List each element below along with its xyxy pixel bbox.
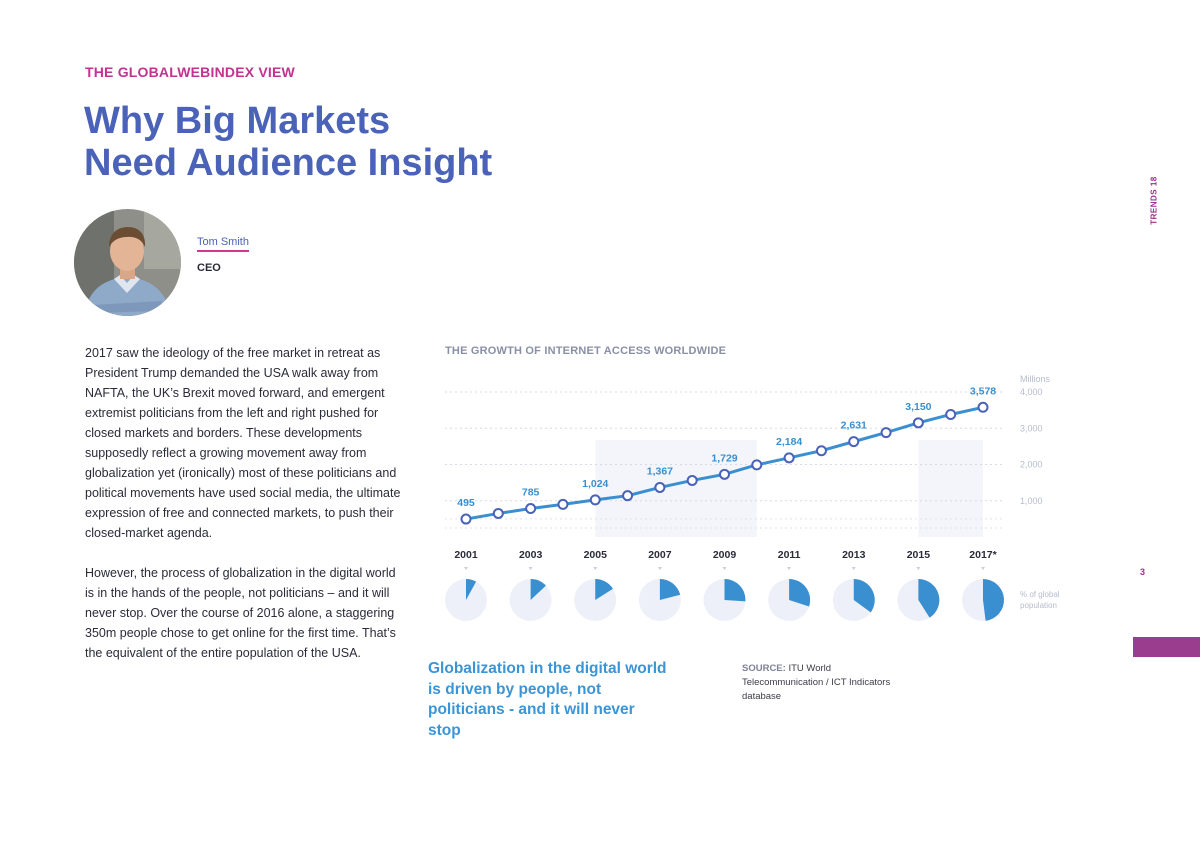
chart-pie-slice: [530, 579, 546, 600]
article-paragraph: 2017 saw the ideology of the free market…: [85, 346, 401, 540]
chart-pie-slice: [659, 579, 681, 600]
chart-x-tick-label: 2007: [648, 549, 672, 561]
chart-data-point: [686, 474, 698, 486]
chart-data-point: [654, 481, 666, 493]
chart-x-tick-marker: [722, 567, 727, 570]
author-name-link[interactable]: Tom Smith: [197, 236, 249, 252]
chart-data-label: 495: [457, 497, 475, 509]
chart-y-tick-label: 1,000: [1020, 496, 1043, 506]
side-tab-marker: [1133, 637, 1200, 657]
page-title-line-2: Need Audience Insight: [84, 142, 493, 184]
chart-x-tick-label: 2003: [519, 549, 543, 561]
chart-data-point: [977, 401, 989, 413]
chart-data-label: 1,367: [647, 465, 673, 477]
chart-data-point: [880, 427, 892, 439]
chart-data-point: [912, 417, 924, 429]
pie-legend: % of global population: [1020, 590, 1060, 610]
section-eyebrow: THE GLOBALWEBINDEX VIEW: [85, 64, 295, 80]
source-note: SOURCE: ITU World Telecommunication / IC…: [742, 662, 902, 704]
chart-data-point: [589, 494, 601, 506]
chart-x-tick-marker: [593, 567, 598, 570]
chart-x-tick-marker: [916, 567, 921, 570]
chart-pie-slice: [466, 579, 477, 600]
chart-title: THE GROWTH OF INTERNET ACCESS WORLDWIDE: [445, 345, 727, 357]
chart-y-tick-label: 3,000: [1020, 423, 1043, 433]
chart-x-tick-label: 2011: [778, 549, 801, 561]
chart-data-point: [815, 445, 827, 457]
chart-data-point: [492, 507, 504, 519]
page-number: 3: [1140, 567, 1146, 577]
chart-x-tick-marker: [851, 567, 856, 570]
chart-x-tick-label: 2005: [584, 549, 608, 561]
chart-data-point: [783, 452, 795, 464]
page-title-line-1: Why Big Markets: [84, 100, 391, 142]
chart-data-label: 3,150: [905, 401, 931, 413]
chart-x-tick-marker: [657, 567, 662, 570]
chart-unit-label: Millions: [1020, 374, 1051, 384]
article-body: 2017 saw the ideology of the free market…: [85, 343, 405, 683]
chart-x-tick-marker: [787, 567, 792, 570]
chart-data-point: [622, 490, 634, 502]
chart-shaded-band: [595, 440, 757, 537]
chart-data-label: 1,729: [711, 452, 737, 464]
chart-y-tick-label: 2,000: [1020, 460, 1043, 470]
chart-data-label: 2,631: [841, 420, 867, 432]
chart-y-tick-label: 4,000: [1020, 387, 1043, 397]
chart-data-point: [460, 513, 472, 525]
chart-x-tick-marker: [528, 567, 533, 570]
author-role: CEO: [197, 262, 221, 274]
chart-data-point: [719, 468, 730, 480]
chart-data-label: 3,578: [970, 385, 996, 397]
chart-data-point: [848, 436, 860, 448]
chart-data-label: 2,184: [776, 436, 802, 448]
chart-pie-slice: [724, 579, 746, 602]
chart-pie-slice: [789, 579, 811, 607]
chart-x-tick-marker: [981, 567, 985, 570]
chart-x-tick-label: 2015: [907, 549, 931, 561]
chart-data-label: 1,024: [582, 478, 608, 490]
chart-shaded-band: [918, 440, 983, 537]
chart-x-tick-label: 2001: [454, 549, 478, 561]
chart-x-tick-label: 2009: [713, 549, 737, 561]
chart-pie-slice: [595, 579, 613, 600]
chart-data-point: [751, 459, 763, 471]
chart-x-tick-label: 2013: [842, 549, 866, 561]
chart-pie-slice: [983, 579, 1005, 621]
chart-data-point: [945, 408, 957, 420]
chart-data-label: 785: [522, 487, 540, 499]
page-title: Why Big Markets Need Audience Insight: [84, 100, 492, 184]
chart-x-tick-label: 2017*: [969, 549, 997, 561]
chart-data-point: [557, 498, 569, 510]
source-text: ITU World Telecommunication / ICT Indica…: [742, 663, 891, 702]
chart-data-point: [525, 503, 537, 515]
article-paragraph: However, the process of globalization in…: [85, 566, 396, 660]
chart-pie-slice: [918, 579, 940, 618]
pull-quote: Globalization in the digital world is dr…: [428, 660, 667, 739]
source-label: SOURCE:: [742, 663, 786, 674]
chart-x-tick-marker: [464, 567, 468, 570]
chart-pie-slice: [853, 578, 875, 613]
